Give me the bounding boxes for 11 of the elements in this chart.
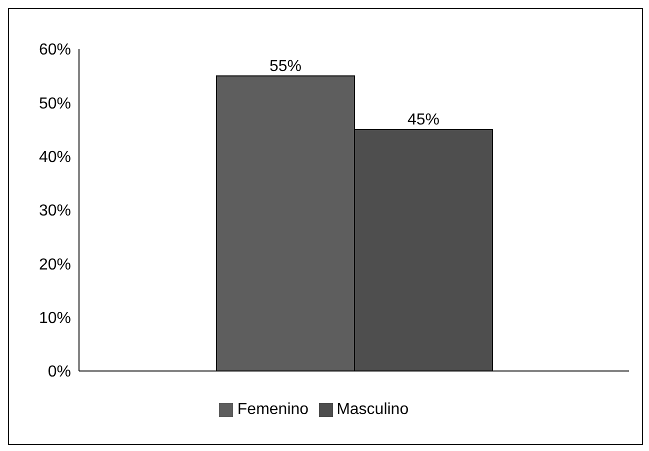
data-label: 55%: [269, 58, 302, 75]
y-tick-label: 0%: [48, 364, 71, 381]
y-tick-label: 40%: [38, 149, 71, 166]
legend-label: Masculino: [336, 401, 409, 418]
y-tick-label: 10%: [38, 310, 71, 328]
data-label: 45%: [407, 112, 440, 128]
y-tick-label: 60%: [38, 42, 71, 59]
y-tick-label: 30%: [38, 202, 71, 220]
legend-label: Femenino: [237, 401, 309, 418]
y-tick-label: 50%: [38, 95, 71, 112]
y-tick-label: 20%: [38, 256, 71, 274]
